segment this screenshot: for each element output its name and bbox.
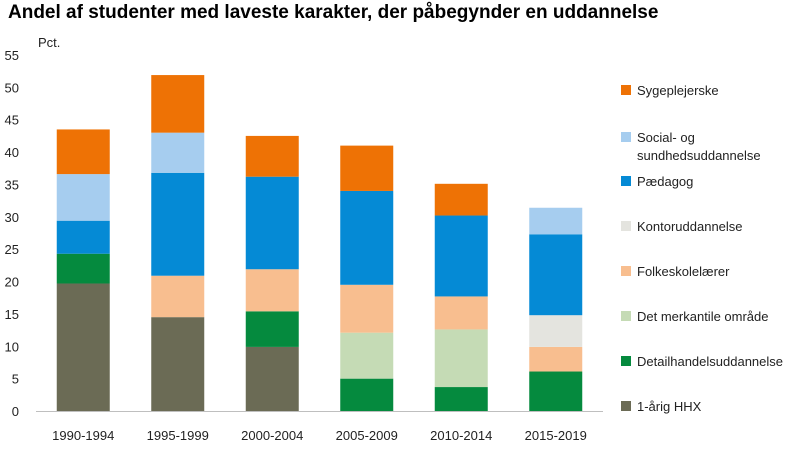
legend-swatch bbox=[621, 221, 631, 231]
legend-label: Det merkantile område bbox=[637, 309, 769, 324]
bar-segment bbox=[434, 183, 488, 216]
y-tick-label: 20 bbox=[5, 275, 19, 290]
bar-segment bbox=[245, 135, 299, 177]
bar-segment bbox=[151, 75, 205, 133]
bar-segment bbox=[340, 284, 394, 333]
bar-segment bbox=[151, 317, 205, 411]
bar-segment bbox=[434, 215, 488, 297]
legend-label: Kontoruddannelse bbox=[637, 219, 743, 234]
y-tick-label: 10 bbox=[5, 339, 19, 354]
bar-segment bbox=[529, 346, 583, 372]
bar-segment bbox=[340, 378, 394, 411]
y-tick-label: 15 bbox=[5, 307, 19, 322]
x-tick-label: 2005-2009 bbox=[336, 428, 398, 443]
bar-segment bbox=[340, 190, 394, 285]
bar-segment bbox=[340, 145, 394, 191]
chart-title: Andel af studenter med laveste karakter,… bbox=[8, 2, 659, 23]
bar-segment bbox=[529, 207, 583, 235]
legend-label: 1-årig HHX bbox=[637, 399, 702, 414]
y-tick-label: 45 bbox=[5, 113, 19, 128]
bar-segment bbox=[245, 311, 299, 347]
bar-segment bbox=[56, 174, 110, 221]
y-tick-label: 35 bbox=[5, 177, 19, 192]
y-tick-label: 40 bbox=[5, 145, 19, 160]
x-tick-label: 1990-1994 bbox=[52, 428, 114, 443]
bar-segment bbox=[56, 283, 110, 411]
bar-segment bbox=[529, 315, 583, 347]
y-tick-label: 25 bbox=[5, 242, 19, 257]
legend-label: Detailhandelsuddannelse bbox=[637, 354, 783, 369]
legend-swatch bbox=[621, 356, 631, 366]
legend-label: Folkeskolelærer bbox=[637, 264, 730, 279]
bar-segment bbox=[245, 176, 299, 270]
bar-segment bbox=[151, 172, 205, 276]
y-tick-label: 50 bbox=[5, 80, 19, 95]
bar-segment bbox=[245, 269, 299, 312]
y-axis-unit-label: Pct. bbox=[38, 35, 60, 50]
legend-label: Sygeplejerske bbox=[637, 83, 719, 98]
y-tick-label: 30 bbox=[5, 210, 19, 225]
y-tick-label: 0 bbox=[12, 404, 19, 419]
bar-segment bbox=[434, 329, 488, 388]
bar-segment bbox=[56, 220, 110, 254]
x-tick-label: 2000-2004 bbox=[241, 428, 303, 443]
x-tick-label: 1995-1999 bbox=[147, 428, 209, 443]
y-tick-label: 55 bbox=[5, 48, 19, 63]
legend-swatch bbox=[621, 266, 631, 276]
bar-segment bbox=[529, 371, 583, 411]
bar-segment bbox=[340, 332, 394, 379]
x-tick-label: 2010-2014 bbox=[430, 428, 492, 443]
bar-segment bbox=[151, 132, 205, 173]
bar-segment bbox=[434, 387, 488, 411]
x-tick-label: 2015-2019 bbox=[525, 428, 587, 443]
bar-segment bbox=[529, 234, 583, 316]
bar-segment bbox=[151, 275, 205, 318]
legend-label: sundhedsuddannelse bbox=[637, 148, 761, 163]
legend-swatch bbox=[621, 85, 631, 95]
legend-swatch bbox=[621, 401, 631, 411]
bar-segment bbox=[245, 346, 299, 411]
legend-swatch bbox=[621, 176, 631, 186]
y-tick-label: 5 bbox=[12, 372, 19, 387]
bar-segment bbox=[56, 129, 110, 175]
legend-label: Social- og bbox=[637, 130, 695, 145]
bar-segment bbox=[56, 253, 110, 284]
bar-segment bbox=[434, 296, 488, 330]
legend-label: Pædagog bbox=[637, 174, 693, 189]
legend-swatch bbox=[621, 132, 631, 142]
legend-swatch bbox=[621, 311, 631, 321]
